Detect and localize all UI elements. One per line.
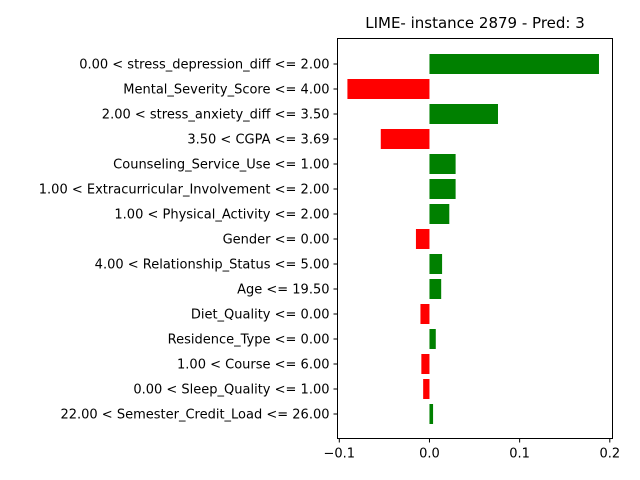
bars-group <box>347 54 599 424</box>
bar-5 <box>429 179 456 199</box>
bar-1 <box>347 79 430 99</box>
bar-13 <box>423 379 430 399</box>
chart-title: LIME- instance 2879 - Pred: 3 <box>365 14 585 32</box>
bar-14 <box>429 404 434 424</box>
bar-10 <box>420 304 430 324</box>
plot-frame <box>337 38 613 439</box>
bar-0 <box>429 54 599 74</box>
y-tick-label-6: 1.00 < Physical_Activity <= 2.00 <box>114 208 329 223</box>
y-tick-label-11: Residence_Type <= 0.00 <box>168 333 330 348</box>
bar-12 <box>421 354 430 374</box>
x-ticks: −0.1 0.0 0.1 0.2 <box>324 438 620 462</box>
bar-4 <box>429 154 456 174</box>
x-tick-label-0: −0.1 <box>324 447 356 462</box>
bar-6 <box>429 204 450 224</box>
bar-7 <box>415 229 430 249</box>
bar-2 <box>429 104 498 124</box>
bar-3 <box>380 129 430 149</box>
y-tick-label-3: 3.50 < CGPA <= 3.69 <box>187 133 329 148</box>
x-tick-label-3: 0.2 <box>599 447 620 462</box>
y-tick-label-14: 22.00 < Semester_Credit_Load <= 26.00 <box>60 408 329 423</box>
y-tick-label-7: Gender <= 0.00 <box>223 233 330 248</box>
y-tick-label-2: 2.00 < stress_anxiety_diff <= 3.50 <box>102 108 330 123</box>
y-tick-label-0: 0.00 < stress_depression_diff <= 2.00 <box>79 58 329 73</box>
y-tick-label-9: Age <= 19.50 <box>237 283 329 298</box>
y-tick-label-8: 4.00 < Relationship_Status <= 5.00 <box>95 258 330 273</box>
y-tick-label-13: 0.00 < Sleep_Quality <= 1.00 <box>133 383 329 398</box>
y-tick-label-1: Mental_Severity_Score <= 4.00 <box>123 83 329 98</box>
bar-9 <box>429 279 442 299</box>
y-tick-label-4: Counseling_Service_Use <= 1.00 <box>113 158 329 173</box>
y-tick-labels: 0.00 < stress_depression_diff <= 2.00 Men… <box>39 58 338 423</box>
y-tick-label-12: 1.00 < Course <= 6.00 <box>177 358 329 373</box>
x-tick-label-2: 0.1 <box>509 447 530 462</box>
x-tick-label-1: 0.0 <box>419 447 440 462</box>
bar-11 <box>429 329 436 349</box>
bar-8 <box>429 254 443 274</box>
y-tick-label-10: Diet_Quality <= 0.00 <box>191 308 330 323</box>
y-tick-label-5: 1.00 < Extracurricular_Involvement <= 2.… <box>39 183 330 198</box>
